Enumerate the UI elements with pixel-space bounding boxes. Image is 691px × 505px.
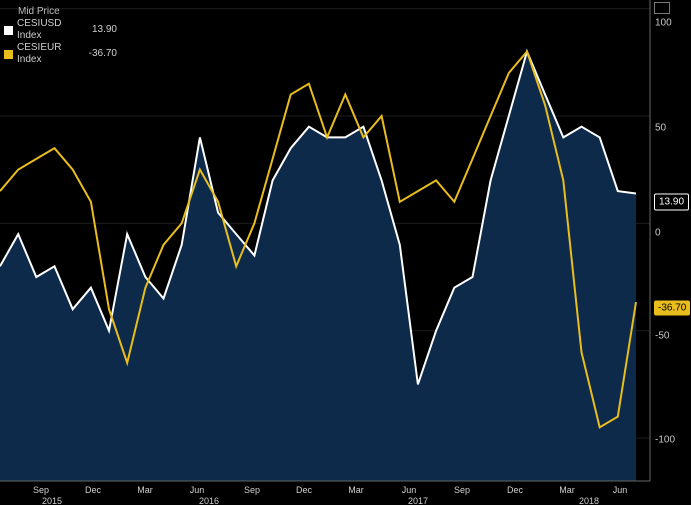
usd-area-fill xyxy=(0,51,636,481)
x-tick-label: Mar xyxy=(137,485,153,495)
x-tick-label: Mar xyxy=(348,485,364,495)
eur-series-line xyxy=(0,49,637,429)
x-year-label: 2016 xyxy=(198,496,220,505)
x-tick-label: Sep xyxy=(32,485,50,495)
x-tick-label: Jun xyxy=(189,485,205,495)
y-tick-label: -100 xyxy=(655,434,676,446)
x-year-label: 2015 xyxy=(41,496,63,505)
legend-header: Mid Price xyxy=(18,6,60,17)
x-tick-label: Dec xyxy=(506,485,524,495)
x-year-label: 2018 xyxy=(578,496,600,505)
x-tick-label: Sep xyxy=(243,485,261,495)
eur-last-value-tag: -36.70 xyxy=(654,300,691,316)
legend: Mid Price CESIUSD Index 13.90 CESIEUR In… xyxy=(4,6,117,66)
chart-tool-icon[interactable] xyxy=(654,2,670,14)
legend-usd-value: 13.90 xyxy=(91,24,117,35)
x-tick-label: Sep xyxy=(453,485,471,495)
legend-item-eur[interactable]: CESIEUR Index -36.70 xyxy=(4,42,117,66)
x-tick-label: Dec xyxy=(295,485,313,495)
x-year-label: 2017 xyxy=(407,496,429,505)
usd-swatch xyxy=(4,25,13,35)
eur-swatch xyxy=(4,49,13,59)
legend-eur-name: CESIEUR Index xyxy=(17,42,62,65)
y-tick-label: 50 xyxy=(655,122,667,134)
usd-last-value-tag: 13.90 xyxy=(654,193,690,211)
legend-usd-name: CESIUSD Index xyxy=(17,18,62,41)
x-tick-label: Mar xyxy=(559,485,575,495)
y-tick-label: 0 xyxy=(655,227,661,239)
x-tick-label: Jun xyxy=(612,485,628,495)
legend-eur-value: -36.70 xyxy=(88,48,117,59)
y-tick-label: 100 xyxy=(655,17,672,29)
legend-item-usd[interactable]: CESIUSD Index 13.90 xyxy=(4,18,117,42)
y-tick-label: -50 xyxy=(655,330,670,342)
x-tick-label: Jun xyxy=(401,485,417,495)
x-tick-label: Dec xyxy=(84,485,102,495)
